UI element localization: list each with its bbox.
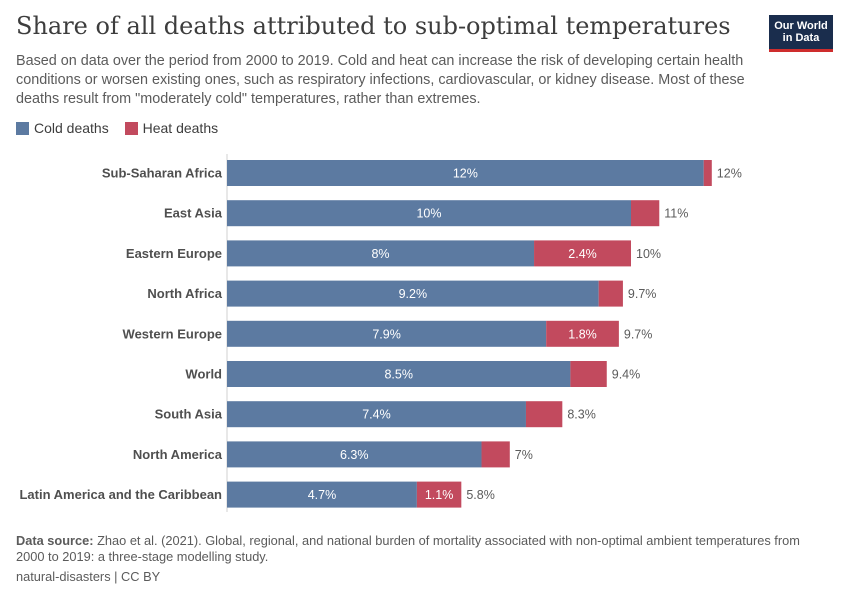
bar-cold <box>227 240 535 267</box>
bar-cold <box>227 320 547 347</box>
legend-swatch-cold <box>16 121 29 135</box>
category-label: East Asia <box>164 206 223 221</box>
legend: Cold deaths Heat deaths <box>16 120 230 138</box>
legend-swatch-heat <box>124 121 138 135</box>
bar-heat <box>525 401 563 428</box>
bar-label-cold: 8.5% <box>384 368 413 382</box>
total-label: 11% <box>664 207 688 221</box>
total-label: 9.7% <box>624 327 653 341</box>
category-label: Western Europe <box>123 326 222 341</box>
bar-heat <box>598 280 623 307</box>
legend-label-heat: Heat deaths <box>142 120 219 136</box>
bar-label-cold: 12% <box>453 167 478 181</box>
bar-label-cold: 4.7% <box>308 488 337 502</box>
legend-label-cold: Cold deaths <box>34 120 109 136</box>
category-label: North America <box>133 447 223 462</box>
category-label: Sub-Saharan Africa <box>102 166 223 181</box>
bar-heat <box>416 481 462 508</box>
chart-subtitle: Based on data over the period from 2000 … <box>16 53 745 107</box>
source-label: Data source: <box>16 533 94 548</box>
bar-cold <box>227 280 599 307</box>
total-label: 5.8% <box>466 488 495 502</box>
bar-cold <box>227 160 704 186</box>
total-label: 9.7% <box>628 287 657 301</box>
bar-label-heat: 2.4% <box>568 247 597 261</box>
bar-label-cold: 9.2% <box>399 287 428 301</box>
bar-cold <box>227 441 482 468</box>
source-text: Zhao et al. (2021). Global, regional, an… <box>16 533 800 564</box>
bar-label-heat: 1.1% <box>425 488 454 502</box>
bar-heat <box>481 441 510 468</box>
logo-line-1: Our World <box>774 20 828 32</box>
footer-license: natural-disasters | CC BY <box>16 569 161 584</box>
bar-cold <box>227 481 417 508</box>
owid-logo[interactable]: Our World in Data <box>769 15 833 52</box>
bar-heat <box>703 160 712 186</box>
bar-heat <box>631 200 660 227</box>
category-label: Latin America and the Caribbean <box>19 487 222 502</box>
total-label: 12% <box>717 167 742 181</box>
total-label: 9.4% <box>612 368 641 382</box>
legend-item-heat[interactable]: Heat deaths <box>124 120 219 136</box>
logo-line-2: in Data <box>782 32 820 44</box>
bar-heat <box>570 361 607 387</box>
bar-cold <box>227 361 571 387</box>
bar-label-cold: 8% <box>371 247 389 261</box>
legend-item-cold[interactable]: Cold deaths <box>16 120 109 136</box>
bar-heat <box>534 240 631 267</box>
category-label: Eastern Europe <box>126 246 222 261</box>
total-label: 10% <box>636 247 661 261</box>
total-label: 7% <box>515 448 533 462</box>
category-label: World <box>185 367 222 382</box>
chart-title: Share of all deaths attributed to sub-op… <box>16 12 731 40</box>
bar-chart: Sub-Saharan Africa 12% 12% East Asia 10% 11% E… <box>19 154 742 512</box>
bar-label-cold: 6.3% <box>340 448 369 462</box>
category-label: North Africa <box>147 286 222 301</box>
bar-heat <box>546 320 619 347</box>
bar-label-cold: 10% <box>416 207 441 221</box>
total-label: 8.3% <box>567 408 596 422</box>
bar-label-cold: 7.4% <box>362 408 391 422</box>
category-label: South Asia <box>155 407 223 422</box>
bar-cold <box>227 200 631 227</box>
bar-label-cold: 7.9% <box>372 327 401 341</box>
bar-label-heat: 1.8% <box>568 327 597 341</box>
bar-cold <box>227 401 526 428</box>
footer-source: Data source: Zhao et al. (2021). Global,… <box>16 533 826 565</box>
